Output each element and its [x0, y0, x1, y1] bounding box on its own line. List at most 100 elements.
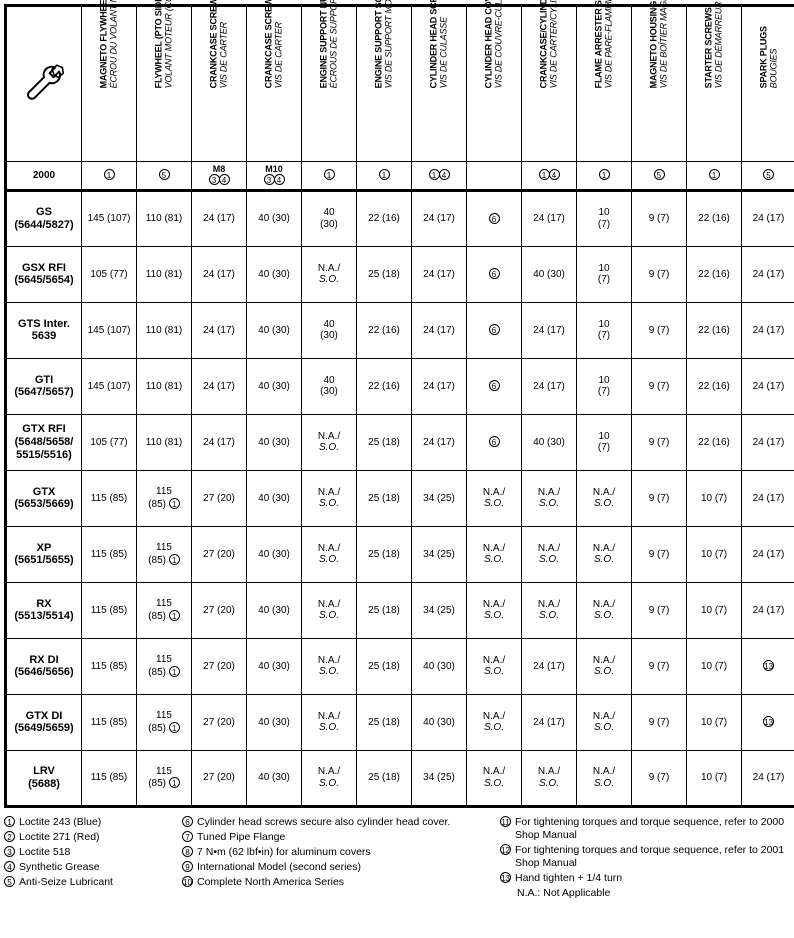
- data-cell: 6: [467, 414, 522, 470]
- col-header-fr: ÉCROUS DE SUPPORT MOTEUR: [329, 0, 339, 88]
- col-subheader-0: 1: [82, 162, 137, 191]
- col-subheader-5: 1: [357, 162, 412, 191]
- data-cell: N.A./S.O.: [302, 582, 357, 638]
- data-cell: N.A./S.O.: [302, 638, 357, 694]
- data-cell: 9 (7): [632, 190, 687, 246]
- data-cell: 110 (81): [137, 302, 192, 358]
- data-cell: N.A./S.O.: [522, 750, 577, 806]
- col-header-10: MAGNETO HOUSING COVER SCREWSVIS DE BOÎTI…: [632, 6, 687, 162]
- data-cell: 105 (77): [82, 414, 137, 470]
- col-header-fr: VIS DE PARE-FLAMMES: [604, 0, 614, 88]
- data-cell: 24 (17): [742, 302, 794, 358]
- data-cell: N.A./S.O.: [302, 750, 357, 806]
- data-cell: 24 (17): [742, 190, 794, 246]
- data-cell: 24 (17): [742, 358, 794, 414]
- data-cell: 25 (18): [357, 750, 412, 806]
- data-cell: 6: [467, 246, 522, 302]
- data-cell: 24 (17): [412, 302, 467, 358]
- data-cell: 25 (18): [357, 582, 412, 638]
- col-header-4: ENGINE SUPPORT NUTSÉCROUS DE SUPPORT MOT…: [302, 6, 357, 162]
- data-cell: 25 (18): [357, 638, 412, 694]
- data-cell: 27 (20): [192, 694, 247, 750]
- data-cell: 9 (7): [632, 246, 687, 302]
- col-header-en: CYLINDER HEAD SCREWS: [429, 0, 439, 88]
- data-cell: 27 (20): [192, 470, 247, 526]
- col-header-fr: VIS DE CARTER/CYLINDRE: [549, 0, 559, 88]
- col-header-1: FLYWHEEL (PTO SIDE)VOLANT MOTEUR (CÔTÉ P…: [137, 6, 192, 162]
- table-row: GTX RFI(5648/5658/5515/5516)105 (77)110 …: [6, 414, 794, 470]
- data-cell: 24 (17): [522, 190, 577, 246]
- data-cell: 13: [742, 638, 794, 694]
- data-cell: 9 (7): [632, 302, 687, 358]
- table-row: GTS Inter.5639145 (107)110 (81)24 (17)40…: [6, 302, 794, 358]
- data-cell: 34 (25): [412, 526, 467, 582]
- model-cell: GTS Inter.5639: [6, 302, 82, 358]
- footnote: 9International Model (second series): [182, 861, 492, 874]
- data-cell: N.A./S.O.: [577, 750, 632, 806]
- data-cell: 13: [742, 694, 794, 750]
- data-cell: 40 (30): [247, 190, 302, 246]
- data-cell: 25 (18): [357, 526, 412, 582]
- col-subheader-7: [467, 162, 522, 191]
- table-row: GSX RFI(5645/5654)105 (77)110 (81)24 (17…: [6, 246, 794, 302]
- data-cell: 40 (30): [247, 302, 302, 358]
- data-cell: N.A./S.O.: [522, 526, 577, 582]
- data-cell: 9 (7): [632, 582, 687, 638]
- col-header-en: ENGINE SUPPORT NUTS: [319, 0, 329, 88]
- model-cell: GSX RFI(5645/5654): [6, 246, 82, 302]
- col-header-en: SPARK PLUGS: [758, 26, 768, 88]
- data-cell: 10 (7): [687, 694, 742, 750]
- data-cell: 10(7): [577, 302, 632, 358]
- col-header-fr: ÉCROU DU VOLANT MAGNÉTIQUE: [109, 0, 119, 88]
- data-cell: N.A./S.O.: [522, 470, 577, 526]
- data-cell: 115(85) 1: [137, 750, 192, 806]
- data-cell: 24 (17): [412, 414, 467, 470]
- data-cell: 10(7): [577, 358, 632, 414]
- data-cell: 40 (30): [247, 470, 302, 526]
- data-cell: 10 (7): [687, 638, 742, 694]
- data-cell: 24 (17): [192, 190, 247, 246]
- data-cell: 9 (7): [632, 358, 687, 414]
- data-cell: 110 (81): [137, 190, 192, 246]
- data-cell: 40 (30): [247, 414, 302, 470]
- data-cell: 40(30): [302, 302, 357, 358]
- data-cell: N.A./S.O.: [467, 470, 522, 526]
- data-cell: 9 (7): [632, 526, 687, 582]
- col-header-3: CRANKCASE SCREWSVIS DE CARTER: [247, 6, 302, 162]
- data-cell: 9 (7): [632, 694, 687, 750]
- model-cell: LRV(5688): [6, 750, 82, 806]
- col-header-en: CRANKCASE SCREWS: [264, 0, 274, 88]
- data-cell: 27 (20): [192, 582, 247, 638]
- data-cell: 27 (20): [192, 750, 247, 806]
- wrench-icon: [6, 6, 82, 162]
- data-cell: N.A./S.O.: [302, 414, 357, 470]
- data-cell: N.A./S.O.: [577, 526, 632, 582]
- data-cell: 27 (20): [192, 638, 247, 694]
- footnote: 2Loctite 271 (Red): [4, 831, 174, 844]
- data-cell: 10 (7): [687, 526, 742, 582]
- col-subheader-9: 1: [577, 162, 632, 191]
- model-cell: GS(5644/5827): [6, 190, 82, 246]
- col-header-5: ENGINE SUPPORT SCREWSVIS DE SUPPORT MOTE…: [357, 6, 412, 162]
- data-cell: N.A./S.O.: [522, 582, 577, 638]
- data-cell: 145 (107): [82, 358, 137, 414]
- data-cell: 24 (17): [522, 638, 577, 694]
- year-cell: 2000: [6, 162, 82, 191]
- data-cell: 24 (17): [742, 526, 794, 582]
- data-cell: N.A./S.O.: [467, 638, 522, 694]
- data-cell: 24 (17): [742, 582, 794, 638]
- col-header-7: CYLINDER HEAD COVER SCREWSVIS DE COUVRE-…: [467, 6, 522, 162]
- data-cell: N.A./S.O.: [467, 526, 522, 582]
- data-cell: 110 (81): [137, 246, 192, 302]
- data-cell: N.A./S.O.: [467, 694, 522, 750]
- col-header-en: ENGINE SUPPORT SCREWS: [374, 0, 384, 88]
- data-cell: N.A./S.O.: [302, 470, 357, 526]
- data-cell: 115 (85): [82, 694, 137, 750]
- data-cell: 24 (17): [742, 470, 794, 526]
- data-cell: 24 (17): [522, 694, 577, 750]
- data-cell: 22 (16): [687, 358, 742, 414]
- col-subheader-4: 1: [302, 162, 357, 191]
- col-header-0: MAGNETO FLYWHEEL NUTÉCROU DU VOLANT MAGN…: [82, 6, 137, 162]
- data-cell: 6: [467, 190, 522, 246]
- data-cell: 25 (18): [357, 694, 412, 750]
